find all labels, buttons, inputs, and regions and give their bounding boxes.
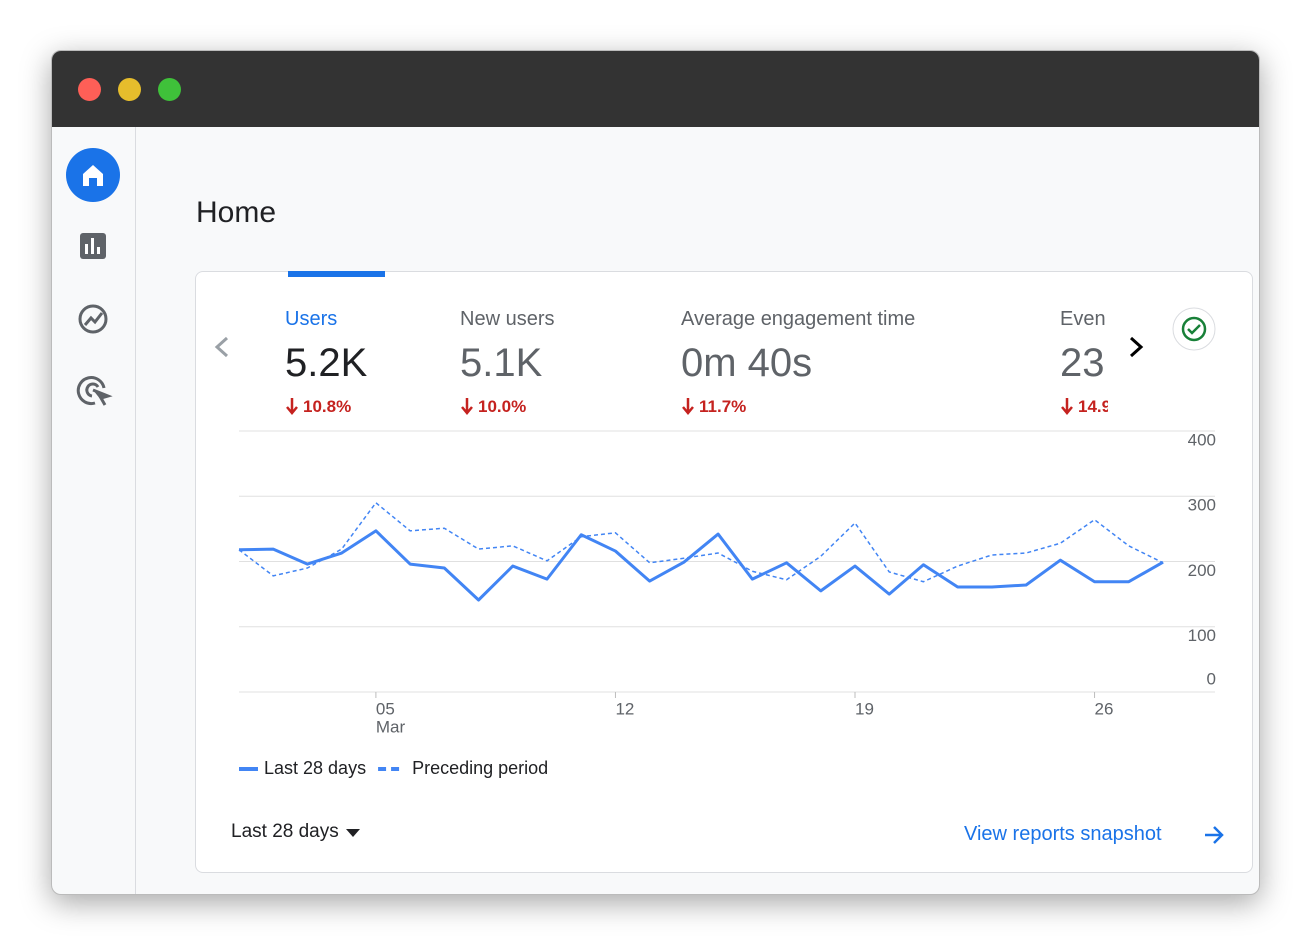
- x-tick-label: 05: [376, 699, 395, 718]
- metric-change: 11.7%: [681, 397, 746, 417]
- metric-label: Users: [285, 308, 338, 330]
- reports-icon[interactable]: [80, 233, 106, 259]
- y-tick-label: 300: [1188, 496, 1216, 515]
- x-month-label: Mar: [376, 717, 406, 736]
- x-tick-label: 12: [615, 699, 634, 718]
- metric-value: 5.2K: [285, 341, 368, 385]
- metric-tab[interactable]: New users 5.1K 10.0%: [460, 305, 740, 425]
- sidebar: [52, 127, 136, 894]
- date-range-selector[interactable]: Last 28 days: [231, 821, 339, 842]
- metric-tab[interactable]: Average engagement time 0m 40s 11.7%: [681, 305, 961, 425]
- y-tick-label: 100: [1188, 626, 1216, 645]
- y-tick-label: 200: [1188, 561, 1216, 580]
- view-reports-link[interactable]: View reports snapshot: [964, 823, 1162, 845]
- metric-change: 10.8%: [285, 397, 351, 417]
- metric-tab[interactable]: Even 23 14.9: [1060, 305, 1108, 425]
- metric-change: 10.0%: [460, 397, 526, 417]
- metric-label: New users: [460, 308, 555, 330]
- series-line: [238, 502, 1164, 583]
- metric-change: 14.9: [1060, 397, 1108, 417]
- metric-label: Average engagement time: [681, 308, 916, 330]
- link-arrow[interactable]: [1205, 826, 1224, 844]
- dropdown-arrow[interactable]: [346, 829, 360, 837]
- y-tick-label: 400: [1188, 430, 1216, 449]
- x-tick-label: 26: [1095, 699, 1114, 718]
- status-check[interactable]: [1172, 307, 1216, 351]
- legend-label: Preceding period: [412, 758, 548, 778]
- x-tick-label: 19: [855, 699, 874, 718]
- metric-value: 23: [1060, 341, 1105, 385]
- metric-value: 5.1K: [460, 341, 543, 385]
- next-button[interactable]: [1129, 336, 1144, 358]
- advertising-icon[interactable]: [76, 376, 113, 406]
- selected-tab-indicator: [288, 271, 385, 277]
- y-tick-label: 0: [1207, 669, 1216, 688]
- down-arrow: [682, 398, 694, 415]
- title-bar: [52, 51, 1259, 127]
- legend-label: Last 28 days: [264, 758, 366, 778]
- series-line: [238, 529, 1164, 602]
- down-arrow: [286, 398, 298, 415]
- zoom-button[interactable]: [158, 78, 181, 101]
- metric-tab[interactable]: Users 5.2K 10.8%: [285, 305, 565, 425]
- close-button[interactable]: [78, 78, 101, 101]
- metric-value: 0m 40s: [681, 341, 813, 385]
- previous-button[interactable]: [214, 336, 229, 358]
- home-icon[interactable]: [66, 148, 120, 202]
- down-arrow: [461, 398, 473, 415]
- metric-label: Even: [1060, 308, 1106, 330]
- page-title: Home: [196, 196, 277, 229]
- minimize-button[interactable]: [118, 78, 141, 101]
- explore-icon[interactable]: [78, 304, 108, 334]
- down-arrow: [1061, 398, 1073, 415]
